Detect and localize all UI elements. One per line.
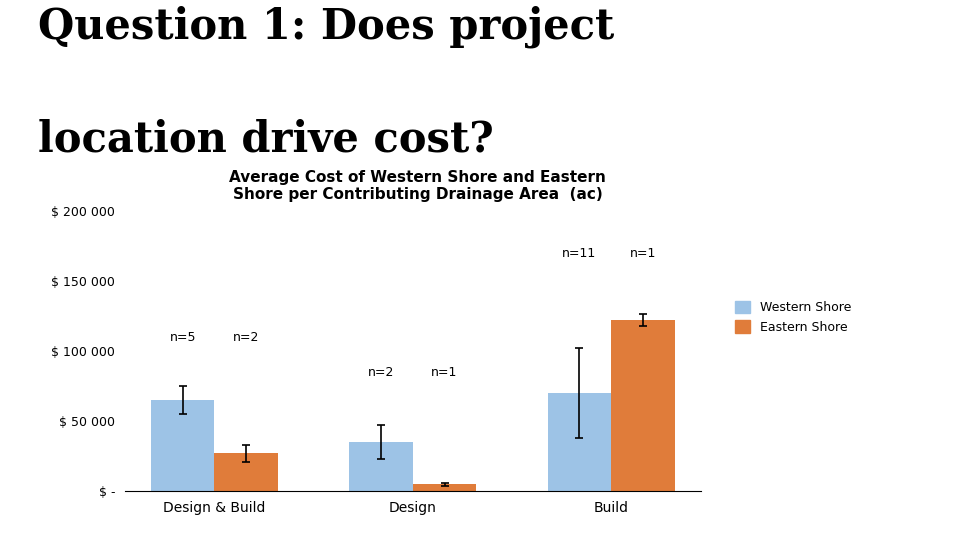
Bar: [547, 393, 612, 491]
Bar: [349, 442, 413, 491]
Text: location drive cost?: location drive cost?: [38, 119, 494, 161]
Text: n=5: n=5: [170, 331, 196, 344]
Text: n=1: n=1: [630, 247, 656, 260]
Text: n=2: n=2: [368, 366, 395, 379]
Bar: [413, 484, 476, 491]
Bar: [214, 454, 278, 491]
Text: n=11: n=11: [563, 247, 596, 260]
Bar: [151, 400, 214, 491]
Bar: [612, 320, 675, 491]
Text: n=2: n=2: [233, 331, 259, 344]
Legend: Western Shore, Eastern Shore: Western Shore, Eastern Shore: [731, 295, 856, 339]
Text: n=1: n=1: [431, 366, 458, 379]
Text: Question 1: Does project: Question 1: Does project: [38, 5, 614, 48]
Text: Average Cost of Western Shore and Eastern
Shore per Contributing Drainage Area  : Average Cost of Western Shore and Easter…: [229, 170, 606, 202]
